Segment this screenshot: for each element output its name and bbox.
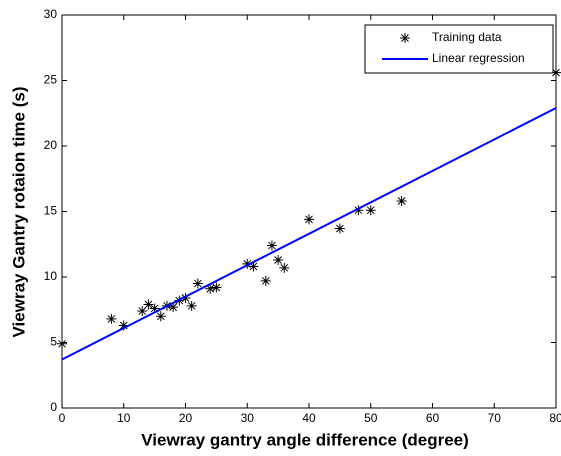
x-tick-label: 30 — [241, 411, 255, 425]
x-tick-label: 60 — [426, 411, 440, 425]
marker — [365, 205, 376, 216]
y-tick-label: 15 — [44, 204, 58, 218]
marker — [155, 311, 166, 322]
y-tick-label: 30 — [44, 7, 58, 21]
marker — [180, 292, 191, 303]
marker — [273, 254, 284, 265]
y-tick-label: 5 — [50, 335, 57, 349]
marker — [353, 205, 364, 216]
marker — [242, 258, 253, 269]
marker — [186, 300, 197, 311]
x-tick-label: 20 — [179, 411, 193, 425]
legend: Training data Linear regression — [364, 24, 554, 74]
plot-area — [61, 14, 557, 409]
marker — [205, 283, 216, 294]
marker — [192, 278, 203, 289]
marker — [396, 196, 407, 207]
marker — [260, 275, 271, 286]
marker — [137, 306, 148, 317]
marker — [211, 282, 222, 293]
marker — [149, 303, 160, 314]
marker — [304, 214, 314, 225]
marker — [106, 313, 117, 324]
x-tick-label: 70 — [488, 411, 502, 425]
marker — [168, 302, 179, 313]
marker — [551, 67, 561, 78]
legend-label: Linear regression — [432, 51, 525, 65]
x-tick-label: 0 — [59, 411, 66, 425]
x-tick-label: 10 — [117, 411, 131, 425]
x-tick-label: 40 — [302, 411, 316, 425]
y-tick-label: 25 — [44, 73, 58, 87]
marker — [57, 338, 67, 349]
regression-line — [61, 107, 557, 361]
x-tick-label: 50 — [364, 411, 378, 425]
marker — [248, 261, 259, 272]
marker — [118, 320, 129, 331]
marker — [143, 299, 154, 310]
y-tick-label: 0 — [50, 400, 57, 414]
x-tick-label: 80 — [549, 411, 561, 425]
legend-label: Training data — [432, 30, 502, 44]
marker — [334, 223, 345, 234]
y-axis-title: Viewray Gantry rotaion time (s) — [9, 87, 28, 338]
legend-swatch — [400, 33, 410, 43]
x-axis-title: Viewray gantry angle difference (degree) — [141, 430, 469, 449]
marker — [279, 262, 290, 273]
marker — [266, 240, 277, 251]
legend-box — [364, 24, 554, 74]
y-tick-label: 10 — [44, 269, 58, 283]
y-tick-label: 20 — [44, 138, 58, 152]
